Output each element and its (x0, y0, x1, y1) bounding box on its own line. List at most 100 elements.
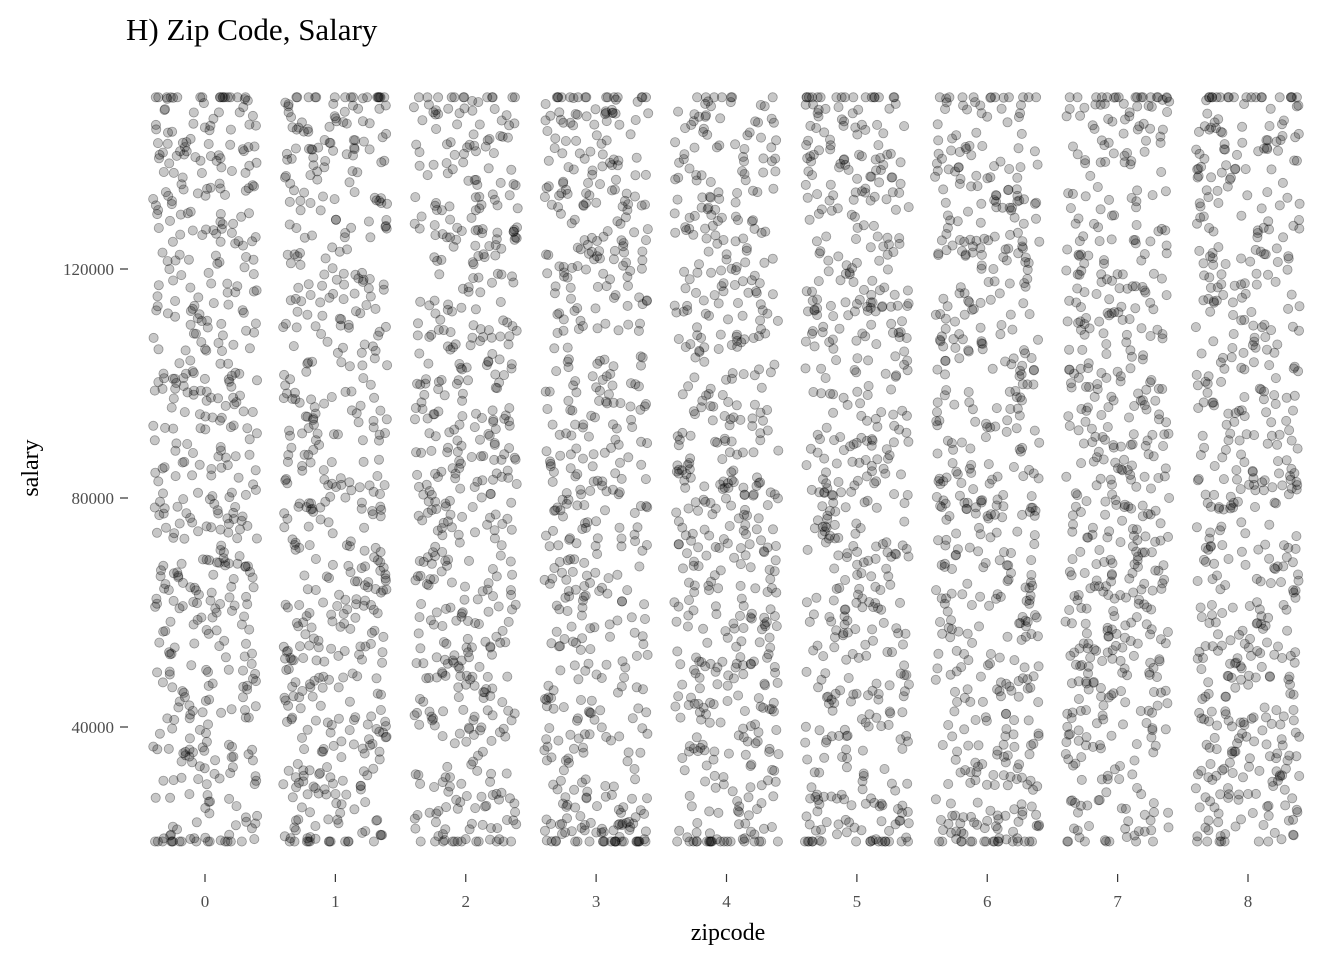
scatter-point (441, 802, 452, 813)
scatter-point (308, 633, 319, 644)
scatter-point (1083, 638, 1094, 649)
scatter-point (1229, 280, 1240, 291)
scatter-point (209, 768, 220, 779)
scatter-point (244, 434, 255, 445)
scatter-point (605, 274, 616, 285)
scatter-point (550, 133, 561, 144)
scatter-point (888, 437, 899, 448)
scatter-point (350, 612, 361, 623)
scatter-point (148, 193, 159, 204)
scatter-point (733, 690, 744, 701)
scatter-point (872, 421, 883, 432)
scatter-point (745, 562, 756, 573)
scatter-point (294, 600, 305, 611)
scatter-point (195, 423, 206, 434)
scatter-point (871, 541, 882, 552)
scatter-point (723, 314, 734, 325)
scatter-point (1085, 583, 1096, 594)
scatter-point (636, 459, 647, 470)
scatter-point (1005, 771, 1016, 782)
scatter-point (962, 684, 973, 695)
scatter-point (634, 561, 645, 572)
scatter-point (422, 413, 433, 424)
scatter-point (940, 540, 951, 551)
scatter-point (1244, 753, 1255, 764)
scatter-point (308, 419, 319, 430)
scatter-point (380, 100, 391, 111)
scatter-point (719, 410, 730, 421)
scatter-point (571, 387, 582, 398)
scatter-point (177, 601, 188, 612)
scatter-point (1190, 783, 1201, 794)
scatter-point (814, 835, 825, 846)
scatter-point (208, 298, 219, 309)
scatter-point (871, 339, 882, 350)
scatter-point (570, 584, 581, 595)
scatter-point (1147, 723, 1158, 734)
scatter-point (1292, 443, 1303, 454)
scatter-point (1194, 707, 1205, 718)
scatter-point (690, 668, 701, 679)
scatter-point (724, 420, 735, 431)
scatter-point (1094, 236, 1105, 247)
scatter-point (881, 537, 892, 548)
scatter-point (368, 486, 379, 497)
scatter-point (861, 435, 872, 446)
scatter-point (158, 833, 169, 844)
scatter-point (220, 652, 231, 663)
scatter-point (964, 463, 975, 474)
scatter-point (1223, 715, 1234, 726)
scatter-point (334, 246, 345, 257)
scatter-point (871, 502, 882, 513)
scatter-point (476, 791, 487, 802)
scatter-point (178, 184, 189, 195)
scatter-point (204, 494, 215, 505)
scatter-point (457, 388, 468, 399)
scatter-point (230, 451, 241, 462)
scatter-point (195, 385, 206, 396)
scatter-point (698, 623, 709, 634)
scatter-point (1107, 558, 1118, 569)
scatter-point (1245, 633, 1256, 644)
scatter-point (693, 542, 704, 553)
scatter-point (381, 584, 392, 595)
scatter-point (281, 665, 292, 676)
scatter-point (448, 241, 459, 252)
scatter-point (689, 372, 700, 383)
scatter-point (1252, 225, 1263, 236)
scatter-point (509, 452, 520, 463)
scatter-point (1033, 728, 1044, 739)
scatter-point (1159, 471, 1170, 482)
scatter-point (1139, 471, 1150, 482)
scatter-point (196, 612, 207, 623)
scatter-point (1028, 365, 1039, 376)
scatter-point (366, 627, 377, 638)
scatter-point (334, 313, 345, 324)
scatter-point (428, 619, 439, 630)
scatter-point (1190, 322, 1201, 333)
scatter-point (579, 557, 590, 568)
scatter-point (489, 525, 500, 536)
scatter-point (214, 773, 225, 784)
scatter-point (951, 466, 962, 477)
scatter-point (430, 817, 441, 828)
scatter-point (809, 341, 820, 352)
scatter-point (228, 218, 239, 229)
scatter-point (317, 746, 328, 757)
scatter-point (561, 574, 572, 585)
scatter-point (991, 821, 1002, 832)
scatter-point (808, 99, 819, 110)
scatter-point (200, 424, 211, 435)
scatter-point (294, 641, 305, 652)
scatter-point (492, 200, 503, 211)
scatter-point (968, 484, 979, 495)
scatter-point (1001, 426, 1012, 437)
scatter-point (309, 402, 320, 413)
scatter-point (714, 193, 725, 204)
scatter-point (185, 513, 196, 524)
scatter-point (800, 721, 811, 732)
scatter-point (1286, 289, 1297, 300)
scatter-point (233, 236, 244, 247)
scatter-point (960, 765, 971, 776)
scatter-point (1118, 719, 1129, 730)
